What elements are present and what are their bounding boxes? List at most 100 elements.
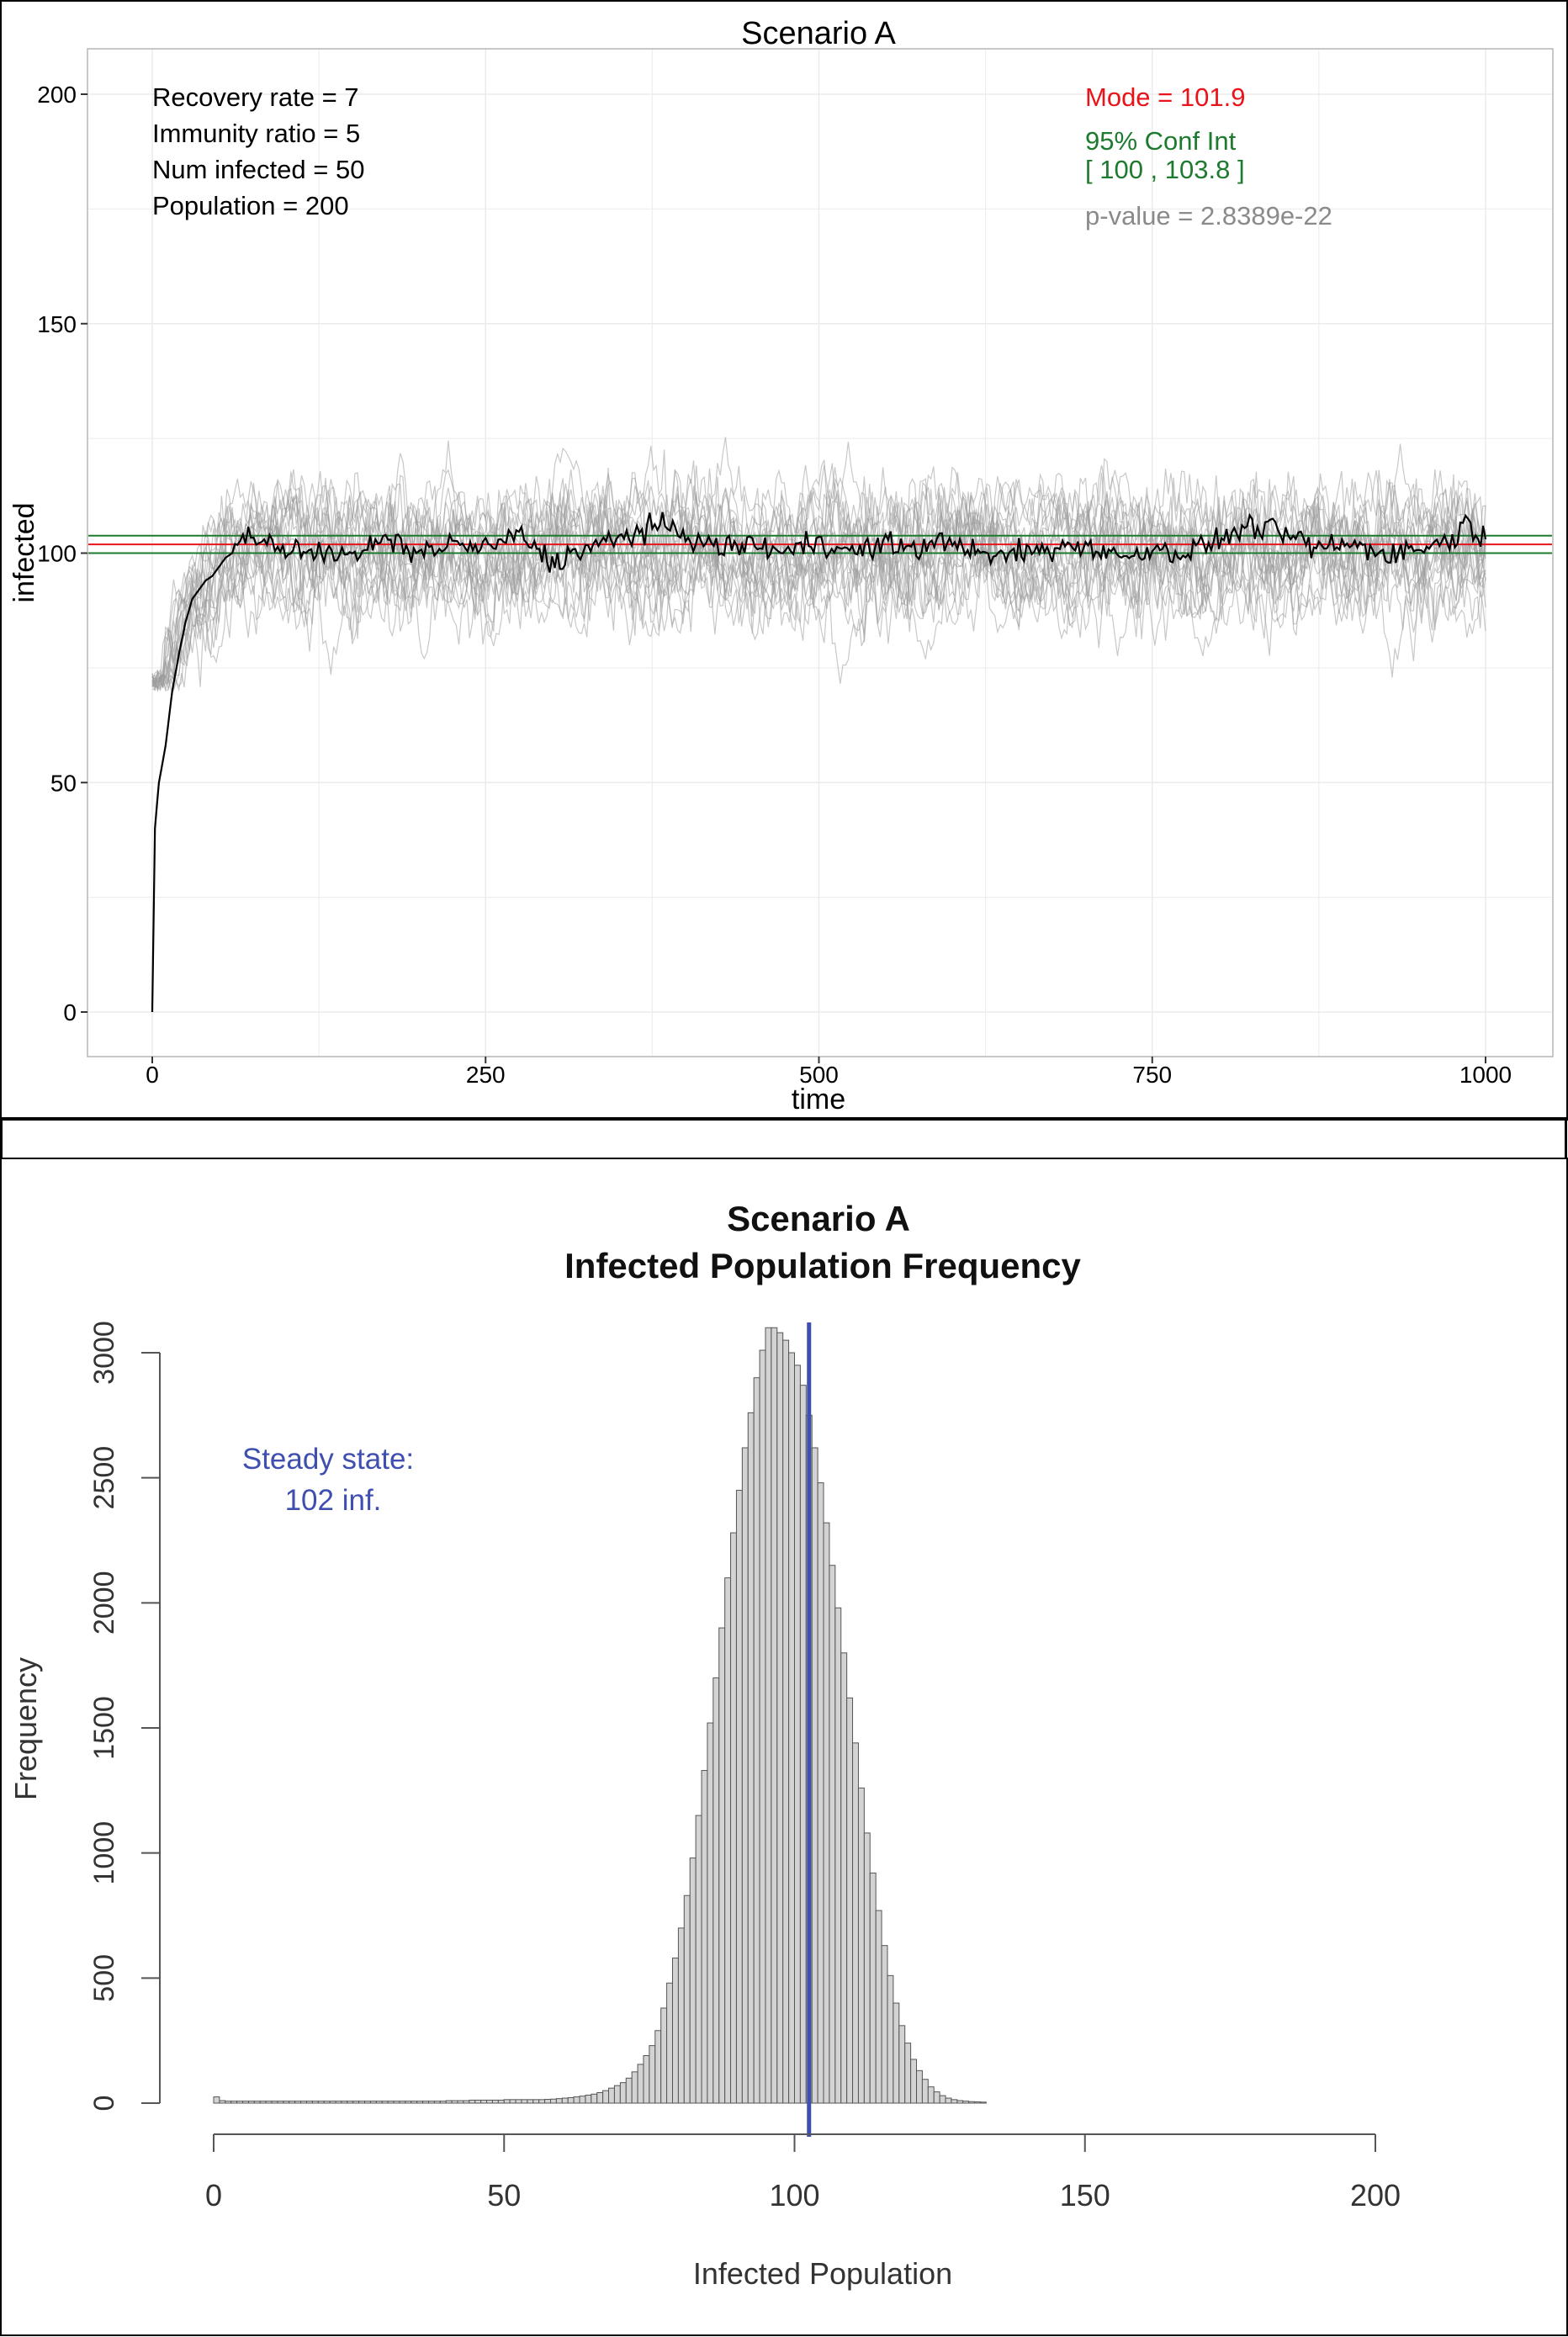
x-tick-label: 200 [1350,2178,1401,2212]
histogram-bar [846,1697,854,2104]
simulation-run-line [151,493,1486,691]
bottom-y-axis: 0 500 1000 1500 2000 2500 3000 [88,1321,161,2112]
x-tick-label: 1000 [1459,1062,1512,1088]
bottom-title-line2: Infected Population Frequency [564,1246,1081,1285]
params-annotation: Recovery rate = 7 Immunity ratio = 5 Num… [152,82,364,220]
y-tick-label: 1500 [88,1696,120,1760]
bottom-outer-frame [0,1158,1568,2336]
x-tick-label: 50 [487,2178,521,2212]
top-x-axis-label: time [792,1084,845,1116]
histogram-bar [230,2101,238,2104]
histogram-bar [591,2093,598,2104]
x-tick-label: 0 [146,1062,159,1088]
histogram-bar [585,2094,592,2104]
histogram-bar [619,2082,627,2104]
y-tick-label: 3000 [88,1321,120,1385]
top-mean-run [151,511,1487,1013]
histogram-bar [741,1447,749,2104]
histogram-bar [695,1815,702,2104]
x-tick-label: 150 [1060,2178,1110,2212]
histogram-bar [422,2101,429,2104]
y-tick-label: 1000 [88,1821,120,1885]
histogram-bar [242,2101,249,2104]
histogram-bar [677,1927,685,2104]
histogram-bar [497,2099,505,2104]
histogram-bar [602,2090,610,2104]
histogram-bar [712,1677,720,2104]
bottom-y-axis-label: Frequency [8,1657,43,1800]
histogram-bar [573,2096,580,2104]
histogram-bar [300,2101,307,2104]
ci-title: 95% Conf Int [1085,126,1237,156]
histogram-bar [730,1532,737,2104]
histogram-bar [863,1832,871,2104]
histogram-bar [503,2099,511,2104]
histogram-bar [829,1565,836,2104]
histogram-bar [236,2101,244,2104]
histogram-bar [486,2099,493,2104]
histogram-bar [433,2101,441,2104]
histogram-bar [317,2101,325,2104]
histogram-bar [857,1787,865,2104]
bottom-panel: Scenario A Infected Population Frequency… [0,1158,1568,2336]
histogram-bar [225,2101,232,2104]
histogram-bar [875,1910,882,2104]
histogram-bar [544,2099,551,2104]
histogram-bar [951,2099,958,2104]
histogram-bar [439,2101,447,2104]
histogram-bar [405,2101,412,2104]
histogram-bar [549,2098,557,2104]
mean-run-line [151,511,1487,1013]
histogram-bar [463,2100,470,2104]
bottom-x-axis: 0 50 100 150 200 [205,2133,1401,2212]
histogram-bar [840,1652,848,2104]
histogram-bar [265,2101,273,2104]
histogram-bar [469,2099,476,2104]
histogram-bar [474,2099,482,2104]
histogram-bar [945,2097,952,2104]
top-title: Scenario A [741,16,896,51]
histogram-bar [347,2101,354,2104]
histogram-bar [799,1385,807,2104]
histogram-bar [375,2101,383,2104]
histogram-bar [491,2099,499,2104]
y-tick-label: 0 [88,2096,120,2112]
histogram-bar [613,2085,621,2104]
histogram-bar [335,2101,342,2104]
histogram-bar [753,1377,760,2104]
histogram-bar [451,2100,458,2104]
steady-state-annotation-line1: Steady state: [242,1443,414,1476]
histogram-bar [608,2087,615,2104]
histogram-bar [277,2101,284,2104]
histogram-bar [939,2095,946,2104]
histogram-bar [515,2099,522,2104]
histogram-bar [521,2099,528,2104]
y-tick-label: 100 [37,541,77,567]
histogram-bar [921,2079,929,2104]
histogram-bar [567,2096,575,2104]
histogram-bar [979,2101,987,2104]
histogram-bar [457,2100,464,2104]
histogram-bar [893,2002,900,2104]
histogram-bar [817,1482,824,2104]
histogram-bar [631,2071,638,2104]
divider-tick-right [1565,1118,1567,1158]
histogram-bar [788,1352,795,2104]
histogram-bar [538,2099,546,2104]
histogram-bar [381,2101,389,2104]
histogram-bar [341,2101,348,2104]
histogram-bar [294,2101,302,2104]
histogram-bar [887,1974,894,2104]
histogram-bar [771,1327,778,2104]
panel-divider [0,1118,1568,1121]
x-tick-label: 750 [1132,1062,1172,1088]
histogram-bar [283,2101,290,2104]
top-y-ticks: 0 50 100 150 200 [37,82,87,1025]
histogram-bar [869,1872,877,2104]
histogram-bar [596,2092,604,2104]
histogram-bar [271,2101,278,2104]
histogram-bar [834,1607,842,2104]
y-tick-label: 2000 [88,1571,120,1635]
histogram-bar [387,2101,395,2104]
